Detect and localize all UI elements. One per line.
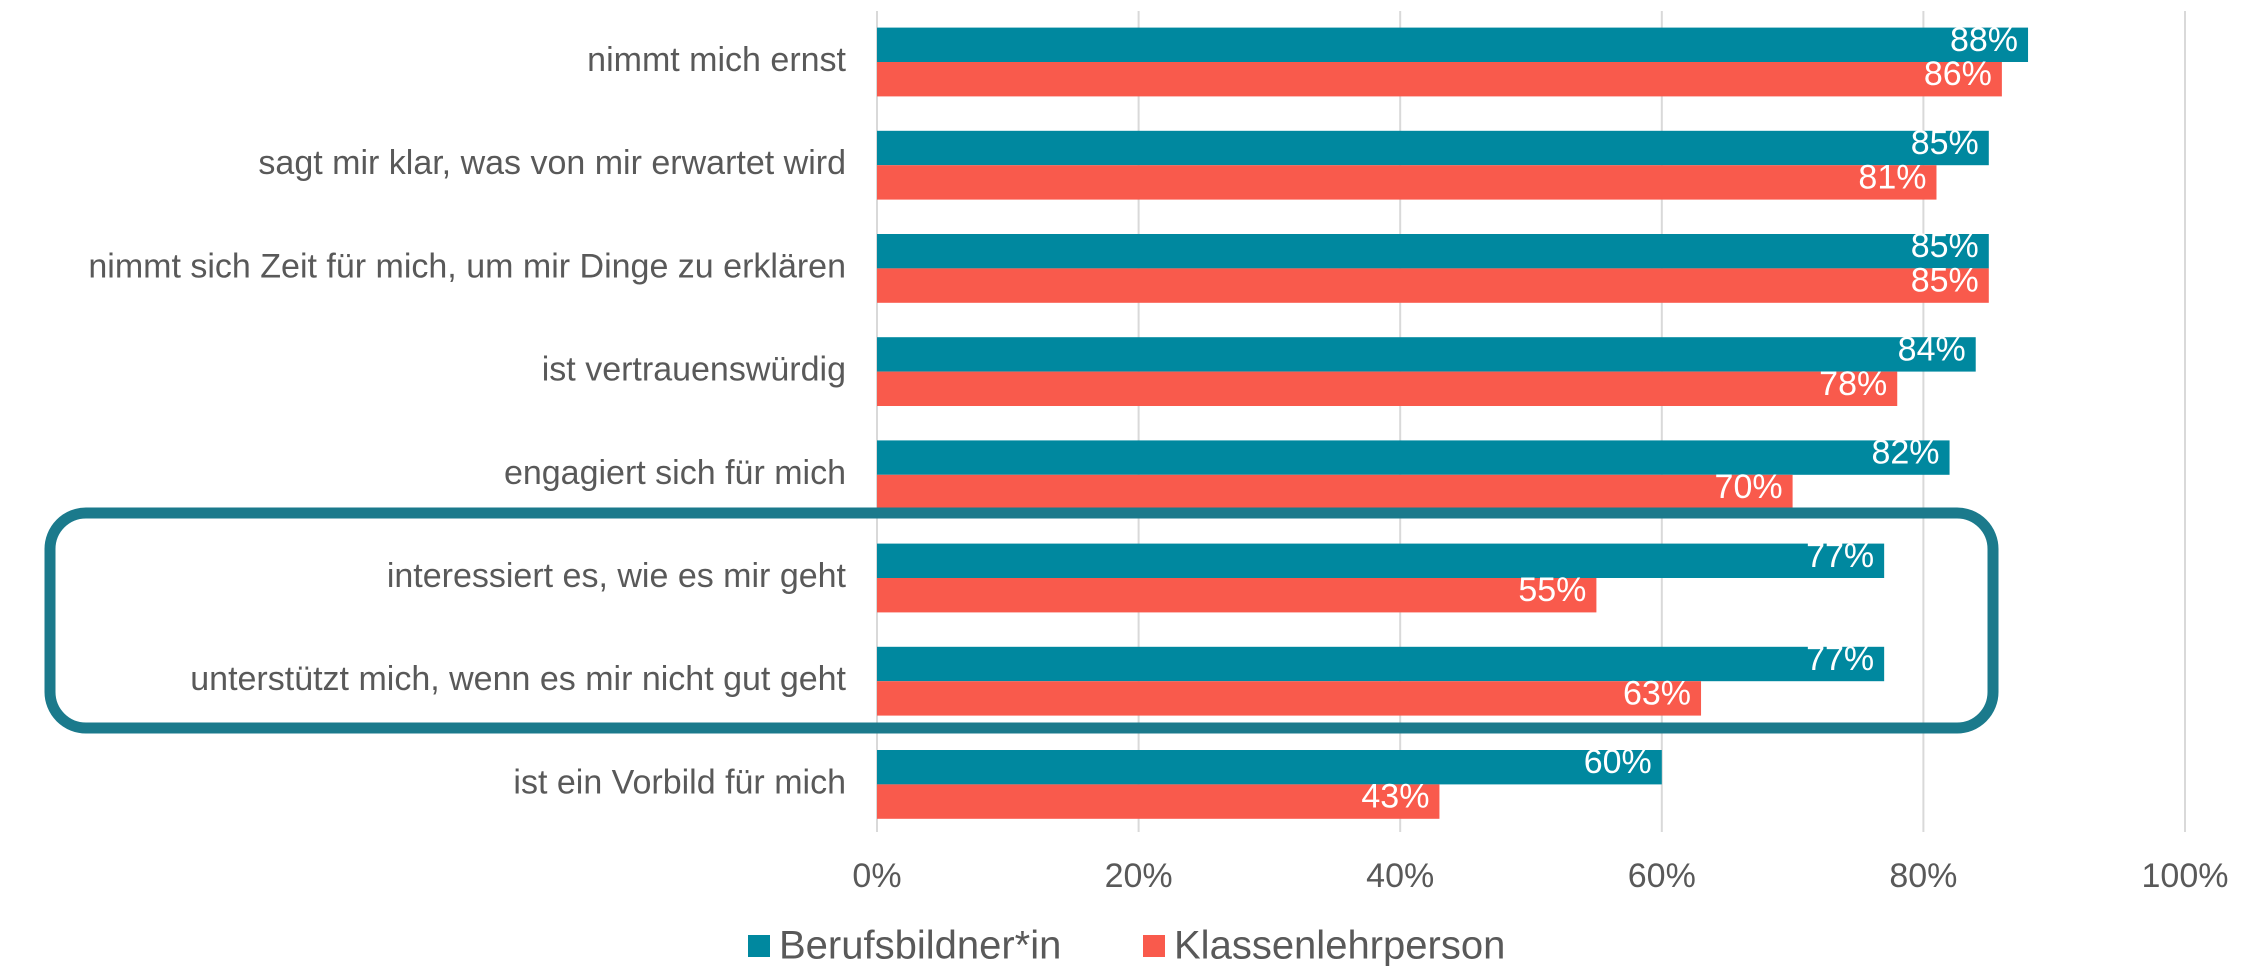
bar: [877, 646, 1885, 682]
bar: [877, 474, 1793, 510]
bar: [877, 130, 1989, 166]
value-label: 88%: [1950, 21, 2018, 59]
bar: [877, 543, 1885, 578]
bar: [877, 578, 1597, 613]
x-tick-label: 0%: [852, 857, 901, 895]
legend-label: Klassenlehrperson: [1174, 924, 1505, 966]
bar: [877, 681, 1702, 716]
bar: [877, 27, 2029, 63]
bar: [877, 234, 1989, 269]
bar: [877, 337, 1976, 372]
x-tick-label: 80%: [1889, 857, 1957, 895]
bar: [877, 750, 1662, 785]
value-label: 55%: [1518, 571, 1586, 609]
value-label: 77%: [1806, 537, 1874, 575]
category-label: nimmt mich ernst: [587, 41, 846, 79]
category-label: engagiert sich für mich: [504, 454, 846, 492]
value-label: 85%: [1911, 262, 1979, 300]
category-label: unterstützt mich, wenn es mir nicht gut …: [190, 660, 846, 698]
category-label: sagt mir klar, was von mir erwartet wird: [258, 144, 846, 182]
legend-label: Berufsbildner*in: [779, 924, 1061, 966]
value-label: 85%: [1911, 227, 1979, 265]
value-label: 43%: [1361, 778, 1429, 816]
value-label: 63%: [1623, 674, 1691, 712]
x-tick-label: 40%: [1366, 857, 1434, 895]
value-label: 84%: [1898, 330, 1966, 368]
category-label: interessiert es, wie es mir geht: [387, 557, 847, 595]
legend-swatch: [748, 935, 770, 957]
bar: [877, 268, 1989, 303]
value-label: 70%: [1715, 468, 1783, 506]
x-tick-label: 20%: [1105, 857, 1173, 895]
value-label: 85%: [1911, 124, 1979, 162]
legend-swatch: [1143, 935, 1165, 957]
bar: [877, 784, 1440, 819]
value-label: 60%: [1584, 743, 1652, 781]
value-label: 82%: [1871, 434, 1939, 472]
bar: [877, 165, 1937, 200]
value-label: 86%: [1924, 55, 1992, 93]
bar: [877, 62, 2002, 97]
bar: [877, 371, 1898, 406]
category-label: ist ein Vorbild für mich: [513, 763, 846, 801]
value-label: 77%: [1806, 640, 1874, 678]
bar: [877, 440, 1950, 475]
value-label: 81%: [1858, 158, 1926, 196]
value-label: 78%: [1819, 365, 1887, 403]
category-label: ist vertrauenswürdig: [542, 351, 846, 389]
highlight-box: [44, 507, 1999, 734]
x-tick-label: 100%: [2142, 857, 2229, 895]
x-tick-label: 60%: [1628, 857, 1696, 895]
category-label: nimmt sich Zeit für mich, um mir Dinge z…: [88, 247, 846, 285]
